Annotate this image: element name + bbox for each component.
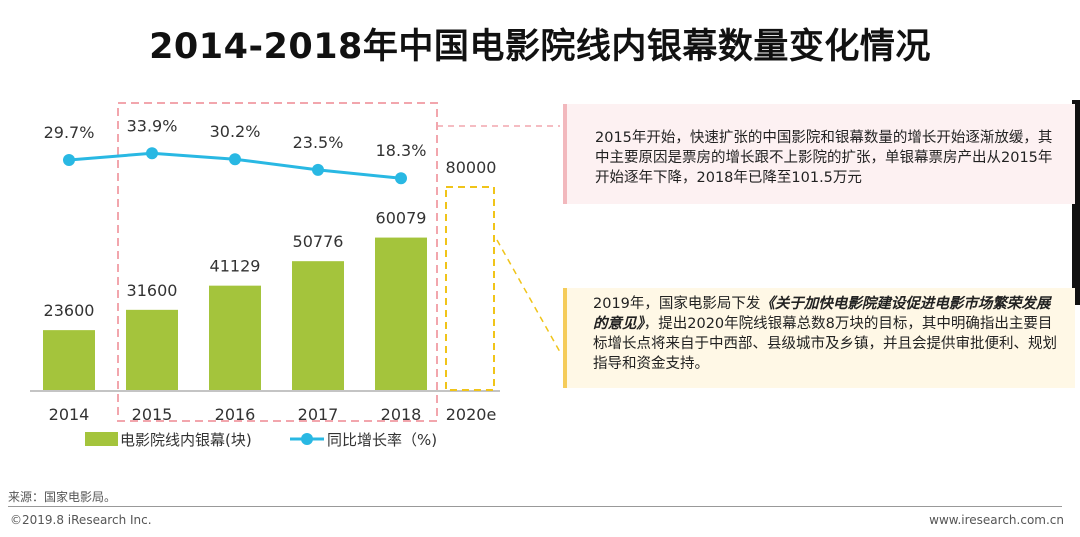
bar-value-label: 23600 [44, 301, 95, 320]
highlight-range-box [117, 102, 438, 422]
page-title: 2014-2018年中国电影院线内银幕数量变化情况 [149, 27, 931, 67]
bar [375, 237, 427, 390]
bar-value-label: 80000 [446, 158, 497, 177]
footer-divider [8, 506, 1062, 507]
legend-line-label: 同比增长率（%) [327, 431, 437, 449]
x-tick-label: 2014 [49, 405, 90, 424]
x-tick-label: 2020e [446, 405, 497, 424]
legend-line-marker [301, 433, 313, 445]
annotation-box-bottom: 2019年，国家电影局下发《关于加快电影院建设促进电影市场繁荣发展的意见》，提出… [563, 288, 1075, 388]
growth-rate-point [63, 154, 75, 166]
bar-value-label: 31600 [127, 281, 178, 300]
legend-bar-label: 电影院线内银幕(块) [120, 431, 252, 449]
annotation-bottom-policy-title: 《关于加快电影院建设促进电影市场繁荣发展的意见》 [593, 296, 1051, 332]
annotation-bottom-text-before: 2019年，国家电影局下发 [593, 296, 761, 312]
growth-rate-point [229, 153, 241, 166]
growth-rate-point [146, 147, 158, 160]
copyright: ©2019.8 iResearch Inc. [10, 513, 152, 527]
website-link[interactable]: www.iresearch.com.cn [929, 513, 1064, 527]
growth-rate-label: 23.5% [293, 133, 344, 152]
bar-projected [445, 186, 495, 391]
x-tick-label: 2017 [298, 405, 339, 424]
x-tick-label: 2018 [381, 405, 422, 424]
annotation-bottom-text-after: ，提出2020年院线银幕总数8万块的目标，其中明确指出主要目标增长点将来自于中西… [593, 316, 1057, 372]
bar [292, 261, 344, 390]
growth-rate-label: 18.3% [376, 141, 427, 160]
x-tick-label: 2016 [215, 405, 256, 424]
projection-connector [496, 239, 560, 353]
bar-value-label: 41129 [210, 257, 261, 276]
annotation-top-text: 2015年开始，快速扩张的中国影院和银幕数量的增长开始逐渐放缓，其中主要原因是票… [595, 130, 1053, 186]
bar [43, 330, 95, 390]
growth-rate-point [312, 163, 324, 176]
bar-value-label: 50776 [293, 232, 344, 251]
source-note: 来源：国家电影局。 [8, 490, 117, 504]
annotation-box-top: 2015年开始，快速扩张的中国影院和银幕数量的增长开始逐渐放缓，其中主要原因是票… [563, 104, 1075, 204]
growth-rate-label: 29.7% [44, 123, 95, 142]
bar [126, 309, 178, 390]
bar-value-label: 60079 [376, 209, 427, 228]
chart: 23600 2014 31600 2015 41129 2016 50776 2017 6007… [30, 102, 560, 449]
x-tick-label: 2015 [132, 405, 173, 424]
bar [209, 285, 261, 390]
growth-rate-label: 33.9% [127, 116, 178, 135]
growth-rate-label: 30.2% [210, 122, 261, 141]
legend-bar-swatch [85, 432, 118, 446]
growth-rate-point [395, 172, 407, 185]
right-edge-strip [1072, 100, 1080, 305]
